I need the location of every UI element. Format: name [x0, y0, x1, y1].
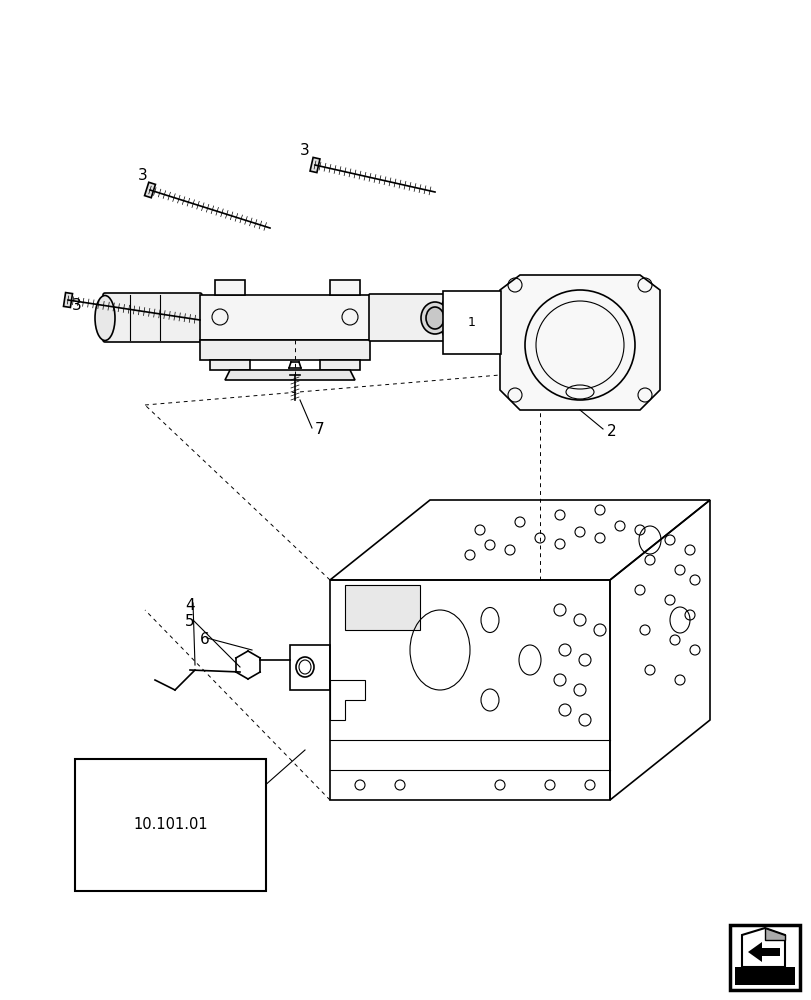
- Text: 9: 9: [482, 308, 491, 322]
- Text: 3: 3: [138, 168, 148, 183]
- Polygon shape: [200, 295, 370, 340]
- Polygon shape: [215, 280, 245, 295]
- Text: 10.101.01: 10.101.01: [133, 817, 208, 832]
- Polygon shape: [345, 585, 419, 630]
- Polygon shape: [310, 157, 320, 173]
- Text: 8: 8: [482, 320, 491, 334]
- Polygon shape: [747, 942, 779, 962]
- Text: 3: 3: [72, 298, 82, 312]
- Text: 3: 3: [300, 143, 310, 158]
- Ellipse shape: [426, 307, 444, 329]
- Text: 1: 1: [467, 316, 475, 328]
- Text: 5: 5: [185, 614, 195, 630]
- Text: 7: 7: [315, 422, 324, 438]
- Text: 6: 6: [200, 632, 209, 648]
- Text: 2: 2: [607, 424, 616, 440]
- FancyBboxPatch shape: [368, 294, 450, 341]
- Polygon shape: [741, 928, 784, 967]
- Polygon shape: [200, 340, 370, 360]
- Polygon shape: [144, 182, 155, 198]
- Ellipse shape: [440, 296, 460, 340]
- FancyBboxPatch shape: [729, 925, 799, 990]
- Polygon shape: [764, 928, 784, 940]
- Ellipse shape: [95, 296, 115, 340]
- FancyBboxPatch shape: [103, 293, 202, 342]
- Polygon shape: [329, 280, 359, 295]
- Bar: [734, 967, 794, 985]
- Polygon shape: [63, 293, 72, 307]
- Polygon shape: [500, 275, 659, 410]
- Ellipse shape: [420, 302, 448, 334]
- Polygon shape: [210, 360, 250, 370]
- Polygon shape: [225, 370, 354, 380]
- Polygon shape: [320, 360, 359, 370]
- Text: 4: 4: [185, 597, 195, 612]
